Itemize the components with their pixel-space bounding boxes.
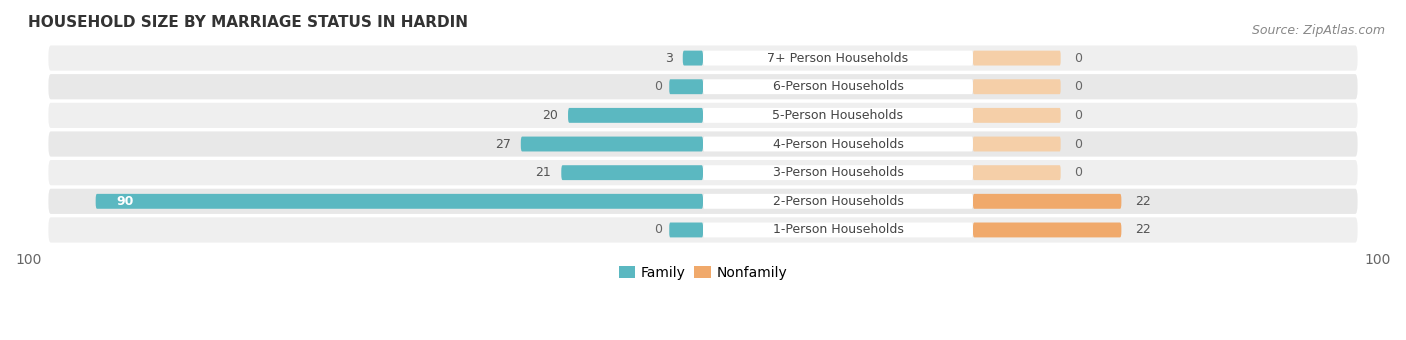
FancyBboxPatch shape — [683, 51, 703, 66]
Text: 22: 22 — [1135, 195, 1150, 208]
Text: 3-Person Households: 3-Person Households — [772, 166, 904, 179]
Text: 3: 3 — [665, 52, 672, 65]
FancyBboxPatch shape — [96, 194, 703, 209]
Text: 0: 0 — [1074, 137, 1083, 151]
Text: 0: 0 — [1074, 166, 1083, 179]
FancyBboxPatch shape — [973, 165, 1060, 180]
FancyBboxPatch shape — [973, 137, 1060, 151]
FancyBboxPatch shape — [520, 137, 703, 151]
FancyBboxPatch shape — [703, 137, 973, 151]
FancyBboxPatch shape — [703, 108, 973, 123]
Text: 2-Person Households: 2-Person Households — [772, 195, 904, 208]
FancyBboxPatch shape — [568, 108, 703, 123]
Text: 21: 21 — [536, 166, 551, 179]
FancyBboxPatch shape — [48, 189, 1358, 214]
Text: 0: 0 — [655, 223, 662, 236]
FancyBboxPatch shape — [669, 79, 703, 94]
FancyBboxPatch shape — [973, 79, 1060, 94]
FancyBboxPatch shape — [669, 222, 703, 237]
Text: 0: 0 — [1074, 52, 1083, 65]
Text: 6-Person Households: 6-Person Households — [772, 80, 904, 93]
FancyBboxPatch shape — [48, 160, 1358, 185]
FancyBboxPatch shape — [703, 165, 973, 180]
Text: 0: 0 — [1074, 109, 1083, 122]
Text: HOUSEHOLD SIZE BY MARRIAGE STATUS IN HARDIN: HOUSEHOLD SIZE BY MARRIAGE STATUS IN HAR… — [28, 15, 468, 30]
Text: 4-Person Households: 4-Person Households — [772, 137, 904, 151]
FancyBboxPatch shape — [703, 51, 973, 66]
Text: 27: 27 — [495, 137, 510, 151]
FancyBboxPatch shape — [561, 165, 703, 180]
Text: 20: 20 — [543, 109, 558, 122]
FancyBboxPatch shape — [48, 103, 1358, 128]
Text: 5-Person Households: 5-Person Households — [772, 109, 904, 122]
FancyBboxPatch shape — [703, 79, 973, 94]
FancyBboxPatch shape — [48, 132, 1358, 157]
FancyBboxPatch shape — [703, 194, 973, 209]
Text: 7+ Person Households: 7+ Person Households — [768, 52, 908, 65]
Text: 0: 0 — [1074, 80, 1083, 93]
Text: 90: 90 — [115, 195, 134, 208]
FancyBboxPatch shape — [48, 217, 1358, 242]
Text: Source: ZipAtlas.com: Source: ZipAtlas.com — [1251, 24, 1385, 37]
Text: 22: 22 — [1135, 223, 1150, 236]
FancyBboxPatch shape — [973, 51, 1060, 66]
FancyBboxPatch shape — [973, 108, 1060, 123]
Text: 1-Person Households: 1-Person Households — [772, 223, 904, 236]
Text: 0: 0 — [655, 80, 662, 93]
FancyBboxPatch shape — [973, 222, 1122, 237]
FancyBboxPatch shape — [703, 222, 973, 237]
FancyBboxPatch shape — [48, 46, 1358, 71]
FancyBboxPatch shape — [48, 74, 1358, 99]
Legend: Family, Nonfamily: Family, Nonfamily — [613, 260, 793, 286]
FancyBboxPatch shape — [973, 194, 1122, 209]
